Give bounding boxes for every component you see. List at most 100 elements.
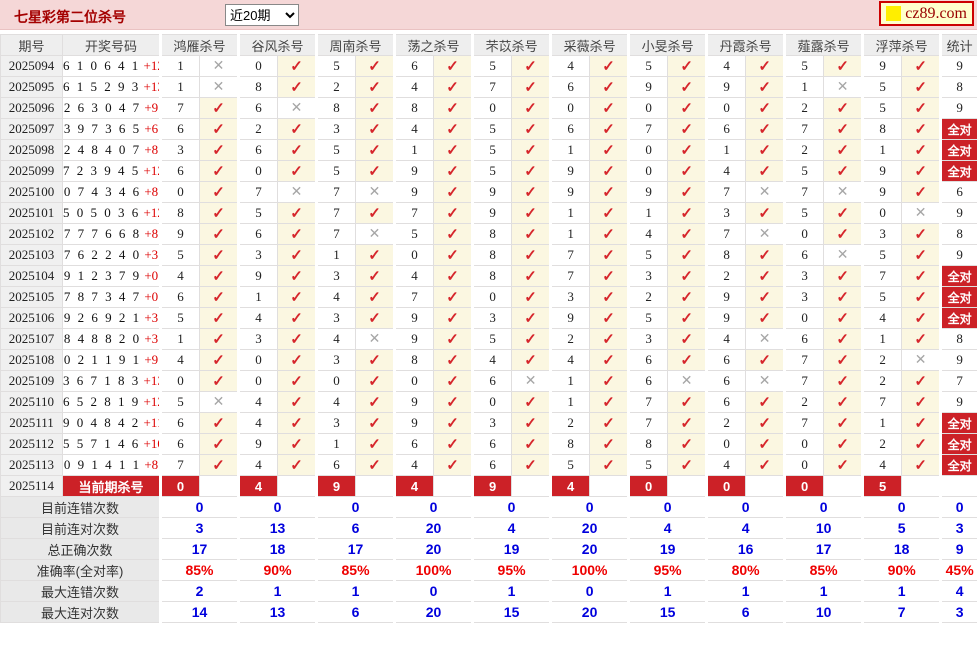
check-icon: ✓ xyxy=(368,78,381,96)
kill-number-cell: 4 xyxy=(315,391,357,413)
table-row: 2025103 7 6 2 2 4 0 +3 5 ✓ 3 ✓ 1 ✓ 0 ✓ 8 ✓ 7 ✓ 5 ✓ 8 ✓ 6 ✕ 5… xyxy=(0,244,977,266)
mark-cell: ✓ xyxy=(433,412,474,434)
draw-bonus: +13 xyxy=(143,373,160,388)
kill-number-cell: 6 xyxy=(471,370,513,392)
kill-number-table: 期号 开奖号码 鸿雁杀号 谷风杀号 周南杀号 荡之杀号 芣苡杀号 采薇杀号 小旻杀号 丹霞杀号 薤露… xyxy=(0,34,977,623)
mark-cell: ✓ xyxy=(589,412,630,434)
period-cell: 2025100 xyxy=(0,181,63,203)
mark-cell: ✓ xyxy=(355,160,396,182)
check-icon: ✓ xyxy=(680,267,693,285)
check-icon: ✓ xyxy=(524,393,537,411)
kill-number-cell: 0 xyxy=(861,202,903,224)
check-icon: ✓ xyxy=(212,141,225,159)
draw-cell: 3 9 7 3 6 5 +6 xyxy=(62,118,161,140)
page-title: 七星彩第二位杀号 xyxy=(14,9,126,25)
period-cell: 2025114 xyxy=(0,475,63,497)
mark-cell: ✕ xyxy=(355,181,396,203)
kill-number-cell: 5 xyxy=(861,97,903,119)
mark-cell: ✓ xyxy=(511,118,552,140)
check-icon: ✓ xyxy=(602,183,615,201)
kill-number-cell: 7 xyxy=(783,412,825,434)
summary-value: 0 xyxy=(861,496,942,518)
check-icon: ✓ xyxy=(914,183,927,201)
kill-number-cell: 1 xyxy=(627,202,669,224)
check-icon: ✓ xyxy=(524,414,537,432)
mark-cell: ✕ xyxy=(355,223,396,245)
current-kill-cell: 4 xyxy=(393,475,435,497)
check-icon: ✓ xyxy=(524,57,537,75)
check-icon: ✓ xyxy=(290,267,303,285)
mark-cell: ✓ xyxy=(198,433,240,455)
check-icon: ✓ xyxy=(914,414,927,432)
check-icon: ✓ xyxy=(758,99,771,117)
mark-cell: ✓ xyxy=(823,349,864,371)
kill-number-cell: 0 xyxy=(627,97,669,119)
draw-numbers: 2 6 3 0 4 7 xyxy=(63,100,142,115)
summary-row: 目前连对次数 3 13 6 20 4 20 4 4 10 5 3 xyxy=(0,517,977,539)
cross-icon: ✕ xyxy=(758,330,771,346)
check-icon: ✓ xyxy=(446,309,459,327)
check-icon: ✓ xyxy=(212,183,225,201)
summary-value: 0 xyxy=(783,496,864,518)
mark-cell: ✓ xyxy=(901,223,942,245)
period-range-select[interactable]: 近20期 xyxy=(225,4,299,26)
mark-cell: ✕ xyxy=(901,202,942,224)
stat-cell: 8 xyxy=(939,223,977,245)
check-icon: ✓ xyxy=(758,162,771,180)
kill-number-cell: 8 xyxy=(861,118,903,140)
mark-cell: ✓ xyxy=(823,223,864,245)
summary-value: 20 xyxy=(393,601,474,623)
mark-cell: ✓ xyxy=(433,244,474,266)
draw-bonus: +3 xyxy=(141,331,159,346)
kill-number-cell: 0 xyxy=(705,433,747,455)
draw-numbers: 5 5 7 1 4 6 xyxy=(63,436,141,451)
kill-number-cell: 0 xyxy=(705,97,747,119)
check-icon: ✓ xyxy=(290,330,303,348)
draw-bonus: +12 xyxy=(143,394,160,409)
kill-number-cell: 6 xyxy=(705,391,747,413)
mark-cell: ✓ xyxy=(355,76,396,98)
check-icon: ✓ xyxy=(602,204,615,222)
mark-cell: ✓ xyxy=(667,349,708,371)
mark-cell: ✓ xyxy=(589,181,630,203)
mark-cell: ✓ xyxy=(667,286,708,308)
col-header-stat: 统计 xyxy=(939,34,977,56)
check-icon: ✓ xyxy=(446,351,459,369)
draw-cell: 5 0 5 0 3 6 +12 xyxy=(62,202,161,224)
check-icon: ✓ xyxy=(680,456,693,474)
mark-cell: ✓ xyxy=(277,370,318,392)
check-icon: ✓ xyxy=(602,78,615,96)
mark-cell: ✓ xyxy=(433,223,474,245)
mark-cell: ✓ xyxy=(511,76,552,98)
summary-value: 15 xyxy=(471,601,552,623)
cross-icon: ✕ xyxy=(914,351,927,367)
mark-cell: ✓ xyxy=(433,265,474,287)
kill-number-cell: 3 xyxy=(861,223,903,245)
summary-value: 20 xyxy=(549,517,630,539)
mark-cell: ✓ xyxy=(901,286,942,308)
mark-cell: ✓ xyxy=(198,307,240,329)
check-icon: ✓ xyxy=(368,456,381,474)
draw-cell: 2 4 8 4 0 7 +8 xyxy=(62,139,161,161)
kill-number-cell: 2 xyxy=(627,286,669,308)
check-icon: ✓ xyxy=(758,57,771,75)
check-icon: ✓ xyxy=(914,225,927,243)
mark-cell xyxy=(823,475,864,497)
check-icon: ✓ xyxy=(524,330,537,348)
col-header-expert-5: 采薇杀号 xyxy=(549,34,630,56)
check-icon: ✓ xyxy=(914,372,927,390)
mark-cell: ✓ xyxy=(355,244,396,266)
stat-cell: 全对 xyxy=(939,433,977,455)
summary-value: 1 xyxy=(861,580,942,602)
summary-value: 14 xyxy=(158,601,240,623)
check-icon: ✓ xyxy=(524,183,537,201)
kill-number-cell: 7 xyxy=(627,391,669,413)
kill-number-cell: 6 xyxy=(159,160,200,182)
summary-value: 4 xyxy=(471,517,552,539)
site-logo[interactable]: cz89.com xyxy=(879,1,974,26)
mark-cell: ✓ xyxy=(823,55,864,77)
stat-cell: 6 xyxy=(939,181,977,203)
